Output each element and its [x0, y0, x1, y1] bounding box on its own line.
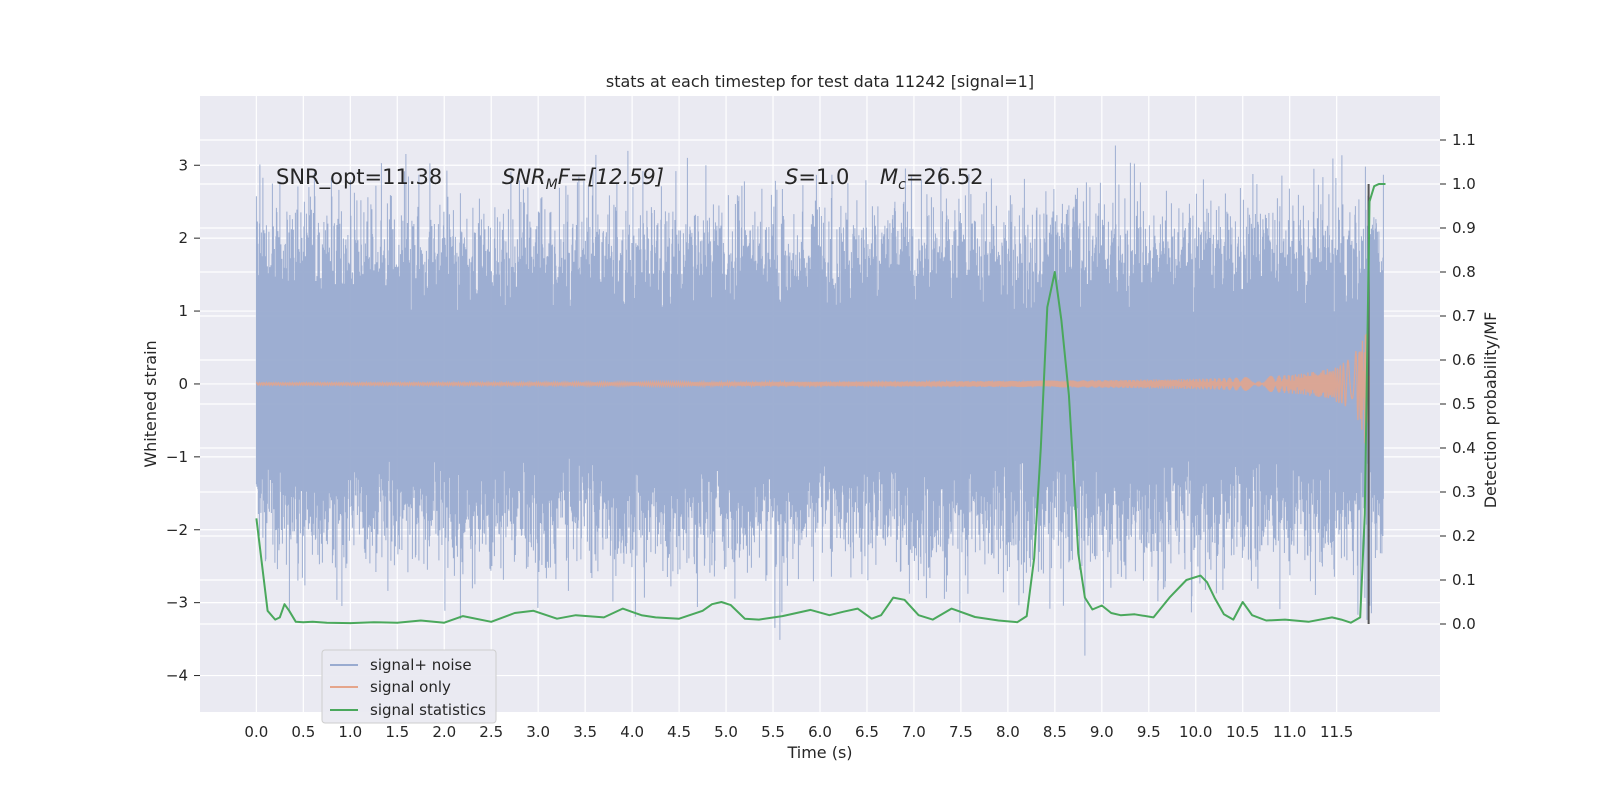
y2-tick-label: 0.2: [1452, 527, 1476, 545]
s-value: =1.0: [798, 165, 849, 189]
mc-value: =26.52: [906, 165, 984, 189]
y-axis-ticks: −4 −3 −2 −1 0 1 2 3: [166, 156, 200, 685]
series-signal-statistics: [255, 183, 1386, 625]
y2-tick-label: 0.8: [1452, 263, 1476, 281]
legend: signal+ noise signal only signal statist…: [321, 649, 497, 724]
x-tick-label: 6.0: [808, 723, 832, 741]
x-tick-label: 8.0: [996, 723, 1020, 741]
x-tick-label: 2.5: [479, 723, 503, 741]
x-tick-label: 11.0: [1273, 723, 1306, 741]
x-tick-label: 3.0: [526, 723, 550, 741]
snr-mf-label: SNR: [502, 165, 546, 189]
y2-axis-label: Detection probability/MF: [1481, 312, 1500, 509]
x-tick-label: 1.0: [338, 723, 362, 741]
legend-label-signal-noise: signal+ noise: [370, 656, 472, 674]
x-tick-label: 0.5: [291, 723, 315, 741]
x-tick-label: 2.0: [432, 723, 456, 741]
plot-series: [255, 145, 1386, 656]
y-tick-label: 1: [178, 302, 188, 320]
y2-tick-label: 0.0: [1452, 615, 1476, 633]
x-tick-label: 10.0: [1179, 723, 1212, 741]
y2-axis-ticks: 0.0 0.1 0.2 0.3 0.4 0.5 0.6 0.7 0.8 0.9 1.0 1.1: [1440, 131, 1476, 633]
y-tick-label: −1: [166, 448, 188, 466]
x-tick-label: 6.5: [855, 723, 879, 741]
x-tick-label: 1.5: [385, 723, 409, 741]
x-tick-label: 3.5: [573, 723, 597, 741]
x-tick-label: 7.0: [902, 723, 926, 741]
y2-tick-label: 1.1: [1452, 131, 1476, 149]
s-label: S: [785, 165, 798, 189]
series-signal-only: [255, 327, 1371, 444]
x-axis-ticks: 0.0 0.5 1.0 1.5 2.0 2.5 3.0 3.5 4.0 4.5 5.0 5.5 6.0 6…: [244, 723, 1353, 741]
y2-tick-label: 0.3: [1452, 483, 1476, 501]
y-tick-label: 2: [178, 229, 188, 247]
x-tick-label: 5.5: [761, 723, 785, 741]
x-tick-label: 7.5: [949, 723, 973, 741]
y-axis-label: Whitened strain: [141, 340, 160, 467]
legend-label-signal-statistics: signal statistics: [370, 701, 486, 719]
y2-tick-label: 0.1: [1452, 571, 1476, 589]
x-tick-label: 4.5: [667, 723, 691, 741]
annotation-snr-mf: SNRMF=[12.59]: [502, 165, 664, 193]
snr-mf-subscript: M: [546, 177, 558, 193]
x-tick-label: 8.5: [1043, 723, 1067, 741]
y2-tick-label: 1.0: [1452, 175, 1476, 193]
series-signal-plus-noise: [255, 145, 1384, 656]
annotation-s: S=1.0: [785, 165, 849, 189]
y-tick-label: −3: [166, 594, 188, 612]
chart-title: stats at each timestep for test data 112…: [606, 72, 1034, 91]
x-tick-label: 9.0: [1090, 723, 1114, 741]
y2-tick-label: 0.5: [1452, 395, 1476, 413]
y-tick-label: 3: [178, 156, 188, 174]
y-tick-label: −4: [166, 667, 188, 685]
y-tick-label: 0: [178, 375, 188, 393]
y2-tick-label: 0.9: [1452, 219, 1476, 237]
x-tick-label: 0.0: [244, 723, 268, 741]
legend-label-signal-only: signal only: [370, 678, 451, 696]
data-layer: [255, 145, 1386, 656]
snr-mf-suffix: F=[12.59]: [558, 165, 664, 189]
x-tick-label: 9.5: [1137, 723, 1161, 741]
y2-tick-label: 0.4: [1452, 439, 1476, 457]
mc-label: M: [880, 165, 898, 189]
x-axis-label: Time (s): [786, 743, 852, 762]
x-tick-label: 4.0: [620, 723, 644, 741]
x-tick-label: 10.5: [1226, 723, 1259, 741]
annotation-mc: Mc=26.52: [880, 165, 984, 193]
x-tick-label: 11.5: [1320, 723, 1353, 741]
y2-tick-label: 0.7: [1452, 307, 1476, 325]
x-tick-label: 5.0: [714, 723, 738, 741]
y-tick-label: −2: [166, 521, 188, 539]
annotation-snr-opt: SNR_opt=11.38: [276, 165, 442, 190]
y2-tick-label: 0.6: [1452, 351, 1476, 369]
legend-box: [321, 649, 497, 724]
mc-subscript: c: [898, 177, 906, 193]
